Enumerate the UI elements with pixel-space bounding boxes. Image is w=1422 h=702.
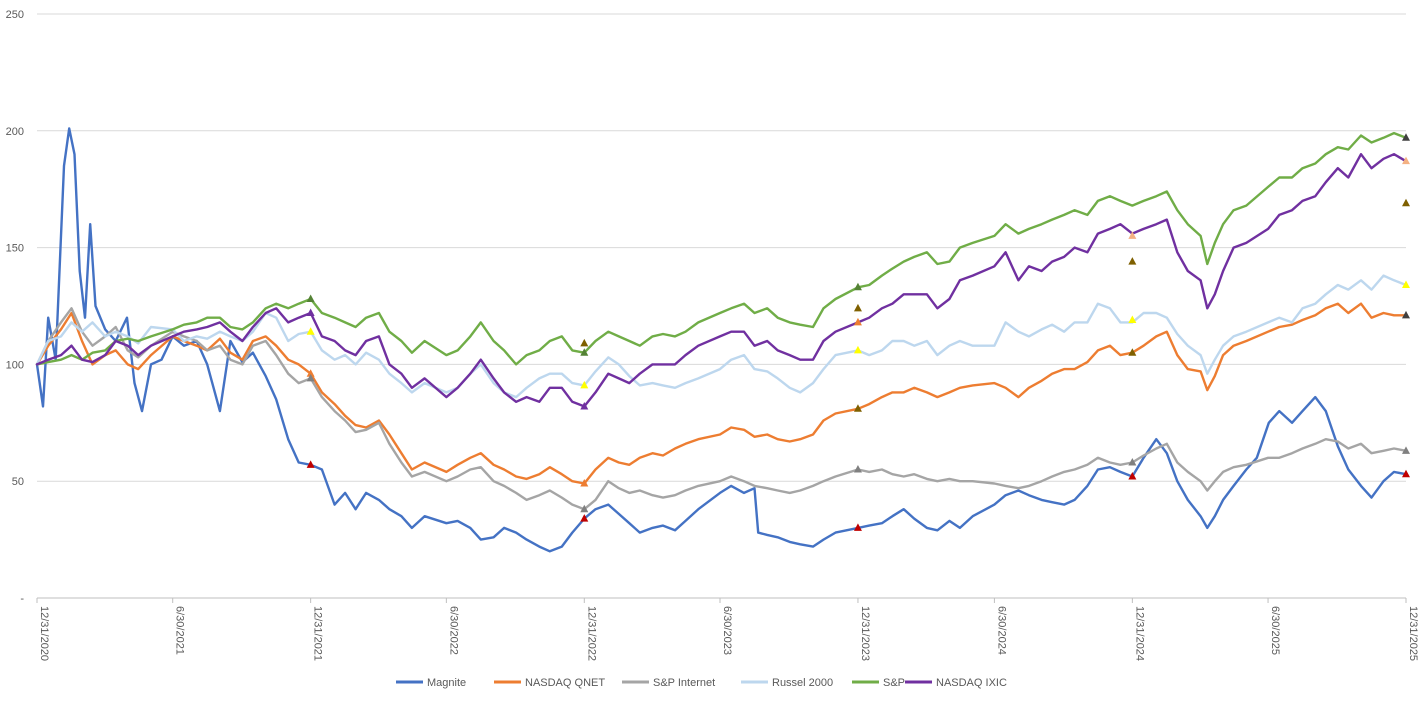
data-marker [853, 303, 862, 312]
x-tick-label: 12/31/2020 [38, 606, 50, 661]
x-tick-label: 12/31/2025 [1407, 606, 1419, 661]
legend-label: Russel 2000 [772, 677, 833, 689]
data-marker [580, 338, 589, 347]
data-marker [1402, 469, 1410, 478]
series-line [35, 274, 1408, 399]
x-tick-label: 6/30/2021 [174, 606, 186, 655]
data-marker [580, 514, 589, 522]
series-line [35, 302, 1408, 485]
legend-label: NASDAQ QNET [525, 677, 605, 689]
legend-label: Magnite [427, 677, 466, 689]
data-marker [306, 460, 315, 468]
data-marker [1402, 446, 1410, 454]
data-marker [853, 282, 862, 291]
data-marker [1128, 348, 1137, 356]
data-marker [1128, 257, 1137, 265]
gridlines [37, 13, 1406, 482]
series-line [35, 127, 1408, 553]
data-marker [580, 348, 589, 356]
data-marker [1402, 198, 1410, 207]
data-marker [580, 380, 589, 389]
x-tick-label: 6/30/2023 [721, 606, 733, 655]
y-tick-label: 50 [12, 476, 24, 488]
legend-label: S&P Internet [653, 677, 715, 689]
data-marker [1128, 472, 1137, 480]
data-marker [306, 308, 315, 317]
data-marker [1402, 280, 1410, 288]
data-marker [580, 504, 589, 513]
data-marker [853, 523, 862, 531]
data-marker [580, 479, 589, 487]
data-marker [306, 294, 315, 302]
data-marker [853, 345, 862, 354]
data-marker [580, 401, 589, 410]
legend-label: NASDAQ IXIC [936, 677, 1007, 689]
legend: Magnite NASDAQ QNET S&P Internet Russel 200… [396, 677, 1007, 689]
data-marker [853, 317, 862, 326]
series-lines [35, 127, 1408, 553]
data-marker [1402, 133, 1410, 141]
series-line [35, 153, 1408, 408]
x-tick-label: 12/31/2024 [1133, 606, 1145, 661]
data-marker [1402, 156, 1410, 165]
y-axis-labels: - 50 100 150 200 250 [6, 9, 25, 605]
y-tick-label: 250 [6, 9, 24, 21]
data-marker [853, 465, 862, 473]
x-tick-label: 6/30/2022 [447, 606, 459, 655]
data-marker [1128, 231, 1137, 239]
y-tick-label: 200 [6, 126, 24, 138]
y-tick-label: 100 [6, 359, 24, 371]
data-marker [306, 327, 315, 335]
x-tick-label: 12/31/2022 [585, 606, 597, 661]
x-axis: 12/31/2020 6/30/2021 12/31/2021 6/30/2022 12… [36, 597, 1419, 661]
year-end-markers [306, 133, 1410, 531]
x-tick-label: 12/31/2023 [859, 606, 871, 661]
series-line [35, 307, 1408, 511]
legend-label: S&P [883, 677, 905, 689]
data-marker [853, 404, 862, 412]
data-marker [306, 369, 315, 377]
x-tick-label: 6/30/2024 [995, 606, 1007, 655]
data-marker [1128, 458, 1137, 466]
y-tick-label: - [20, 593, 24, 605]
series-line [35, 131, 1408, 366]
x-tick-label: 6/30/2025 [1269, 606, 1281, 655]
x-tick-label: 12/31/2021 [312, 606, 324, 661]
data-marker [1128, 315, 1137, 324]
y-tick-label: 150 [6, 243, 24, 255]
data-marker [1402, 310, 1410, 319]
data-marker [306, 373, 315, 382]
